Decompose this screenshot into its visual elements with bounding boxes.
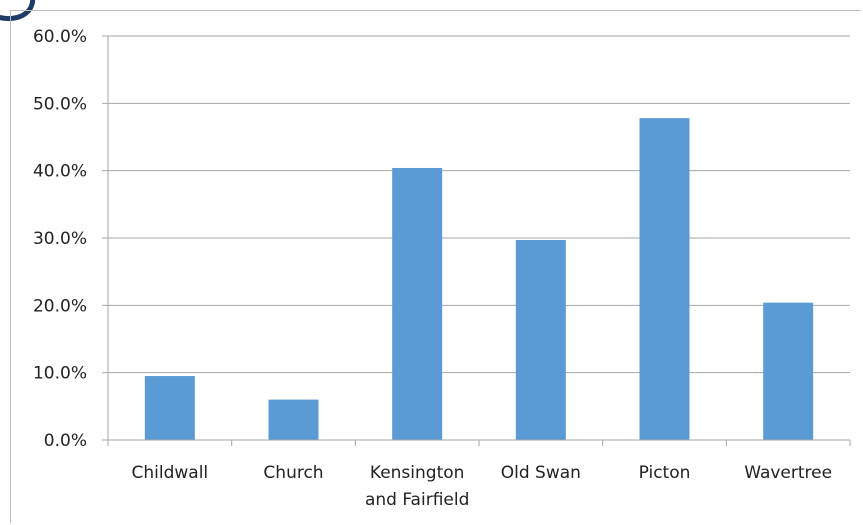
bar-3 bbox=[515, 240, 566, 440]
bar-0 bbox=[144, 376, 195, 440]
bar-5 bbox=[763, 302, 814, 440]
y-tick-label: 0.0% bbox=[44, 431, 87, 451]
category-label: Old Swan bbox=[501, 463, 581, 483]
bar-4 bbox=[639, 118, 690, 440]
bar-1 bbox=[268, 399, 319, 440]
bar-2 bbox=[392, 167, 443, 440]
category-label: Church bbox=[263, 463, 323, 483]
category-label: Kensington bbox=[370, 463, 465, 483]
y-tick-label: 60.0% bbox=[33, 27, 87, 47]
category-label: Picton bbox=[639, 463, 691, 483]
category-label: and Fairfield bbox=[365, 490, 469, 510]
y-tick-label: 20.0% bbox=[33, 296, 87, 316]
y-tick-label: 30.0% bbox=[33, 229, 87, 249]
y-tick-label: 10.0% bbox=[33, 364, 87, 384]
y-tick-label: 50.0% bbox=[33, 94, 87, 114]
category-label: Childwall bbox=[132, 463, 209, 483]
chart-area bbox=[10, 10, 861, 523]
category-label: Wavertree bbox=[744, 463, 832, 483]
y-tick-label: 40.0% bbox=[33, 162, 87, 182]
